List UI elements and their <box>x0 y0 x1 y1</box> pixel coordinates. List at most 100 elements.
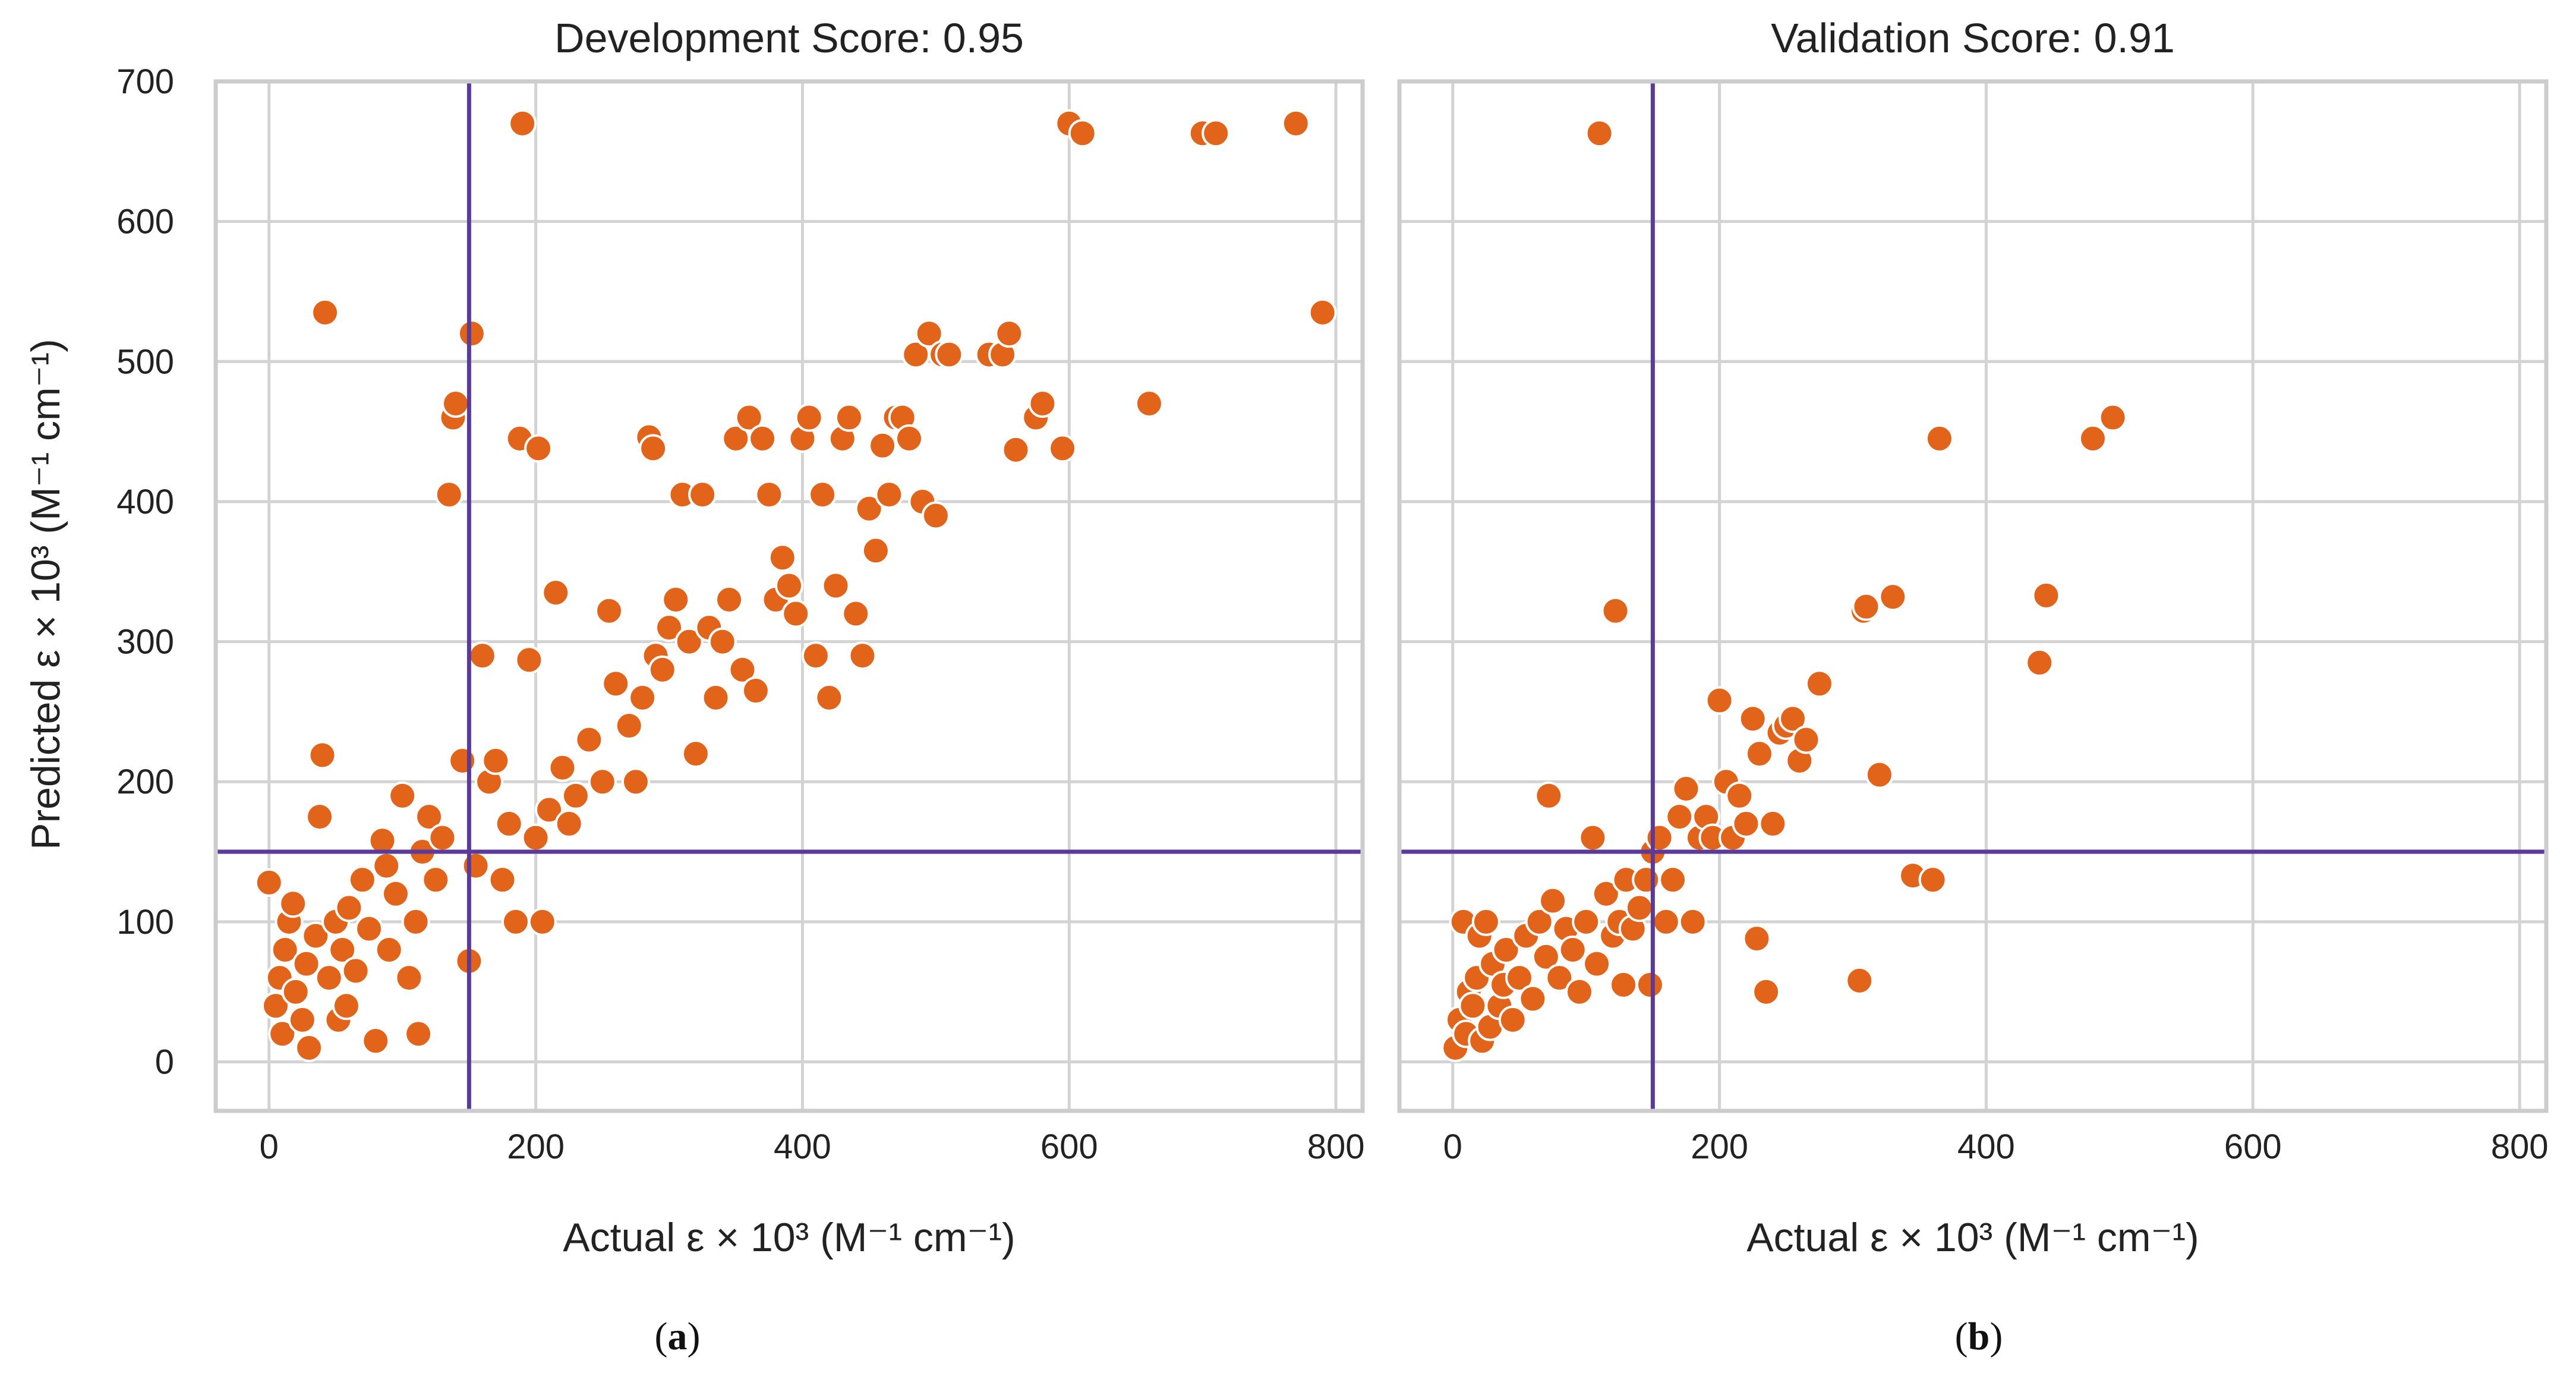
development-data-point <box>494 809 524 838</box>
development-x-axis-label: Actual ε × 10³ (M⁻¹ cm⁻¹) <box>563 1215 1015 1260</box>
development-data-point <box>328 936 357 965</box>
development-data-point <box>708 627 737 656</box>
validation-data-point <box>1585 119 1614 148</box>
development-data-point <box>768 543 797 572</box>
development-data-point <box>428 823 457 852</box>
development-x-tick-label: 400 <box>774 1128 831 1166</box>
development-data-point <box>628 683 657 712</box>
development-data-point <box>621 767 650 796</box>
development-data-point <box>1001 435 1030 464</box>
development-x-tick-label: 200 <box>507 1128 565 1166</box>
validation-x-tick-label: 400 <box>1957 1128 2015 1166</box>
development-data-point <box>548 753 577 782</box>
development-data-point <box>921 501 950 530</box>
development-data-point <box>541 578 570 607</box>
development-data-point <box>1308 298 1337 327</box>
development-y-tick-label: 500 <box>116 342 174 381</box>
development-y-axis-label: Predicted ε × 10³ (M⁻¹ cm⁻¹) <box>23 339 68 850</box>
development-data-point <box>875 480 904 509</box>
development-points <box>254 109 1337 1062</box>
development-data-point <box>701 683 730 712</box>
validation-data-point <box>1601 596 1630 625</box>
validation-x-tick-label: 0 <box>1443 1128 1462 1166</box>
development-data-point <box>401 907 430 936</box>
development-x-tick-label: 800 <box>1307 1128 1365 1166</box>
development-data-point <box>535 795 564 824</box>
development-data-point <box>341 956 370 985</box>
development-data-point <box>995 319 1024 348</box>
validation-data-point <box>1852 592 1881 621</box>
validation-data-point <box>1732 809 1761 838</box>
development-y-tick-label: 400 <box>116 483 174 521</box>
validation-data-point <box>1471 907 1500 936</box>
development-data-point <box>755 480 784 509</box>
validation-data-point <box>1505 963 1534 993</box>
development-y-tick-label: 200 <box>116 763 174 801</box>
development-data-point <box>894 424 923 453</box>
validation-x-tick-label: 800 <box>2491 1128 2549 1166</box>
development-data-point <box>748 424 777 453</box>
development-data-point <box>588 767 617 796</box>
development-data-point <box>468 641 497 670</box>
development-data-point <box>595 596 624 625</box>
development-data-point <box>715 585 744 614</box>
development-data-point <box>308 741 337 770</box>
validation-data-point <box>1792 725 1821 754</box>
validation-x-tick-label: 600 <box>2224 1128 2282 1166</box>
validation-points <box>1441 119 2127 1062</box>
validation-panel: 0 200 400 600 800 Validation Score: 0.91 Act… <box>1397 15 2549 1358</box>
development-panel: 0 200 400 600 800 0 100 200 300 400 500 600 700 Deve… <box>23 15 1365 1358</box>
validation-data-point <box>1518 984 1547 1013</box>
validation-data-point <box>1492 936 1521 965</box>
validation-data-point <box>1845 966 1874 995</box>
validation-data-point <box>1918 865 1947 895</box>
development-data-point <box>295 1033 324 1062</box>
development-tick-labels: 0 200 400 600 800 0 100 200 300 400 500 600 700 <box>116 62 1364 1166</box>
development-data-point <box>1068 119 1097 148</box>
development-data-point <box>388 781 417 810</box>
validation-data-point <box>1752 977 1781 1006</box>
development-data-point <box>415 802 444 832</box>
development-data-point <box>292 949 321 978</box>
validation-data-point <box>2078 424 2107 453</box>
development-data-point <box>841 599 871 628</box>
development-data-point <box>554 809 584 838</box>
development-data-point <box>254 868 283 897</box>
development-data-point <box>815 683 844 712</box>
development-data-point <box>648 655 677 684</box>
development-reference-lines <box>216 81 1363 1111</box>
development-data-point <box>288 1005 317 1034</box>
development-data-point <box>381 879 410 908</box>
development-data-point <box>655 613 684 643</box>
development-data-point <box>861 536 890 565</box>
development-data-point <box>575 725 604 754</box>
development-data-point <box>374 936 403 965</box>
validation-data-point <box>1779 704 1808 733</box>
development-plot-frame <box>213 79 1365 1113</box>
development-data-point <box>601 669 630 698</box>
validation-data-point <box>1591 879 1620 908</box>
development-data-point <box>355 914 384 943</box>
development-data-point <box>781 599 811 628</box>
development-data-point <box>421 865 450 895</box>
development-y-tick-label: 600 <box>116 203 174 241</box>
panel-b-label: (b) <box>1955 1315 2003 1358</box>
development-data-point <box>461 851 490 880</box>
development-data-point <box>481 746 510 775</box>
validation-title: Validation Score: 0.91 <box>1771 15 2175 61</box>
validation-data-point <box>1659 865 1688 895</box>
validation-data-point <box>1565 977 1594 1006</box>
validation-data-point <box>1878 582 1907 612</box>
development-data-point <box>734 403 764 432</box>
validation-data-point <box>2032 581 2061 610</box>
development-data-point <box>314 963 343 993</box>
development-data-point <box>270 936 299 965</box>
validation-data-point <box>1651 907 1680 936</box>
validation-data-point <box>1531 942 1560 971</box>
validation-data-point <box>1498 1005 1527 1034</box>
development-data-point <box>457 319 486 348</box>
development-data-point <box>268 1019 297 1048</box>
validation-data-point <box>1538 886 1568 915</box>
validation-data-point <box>1635 970 1664 999</box>
